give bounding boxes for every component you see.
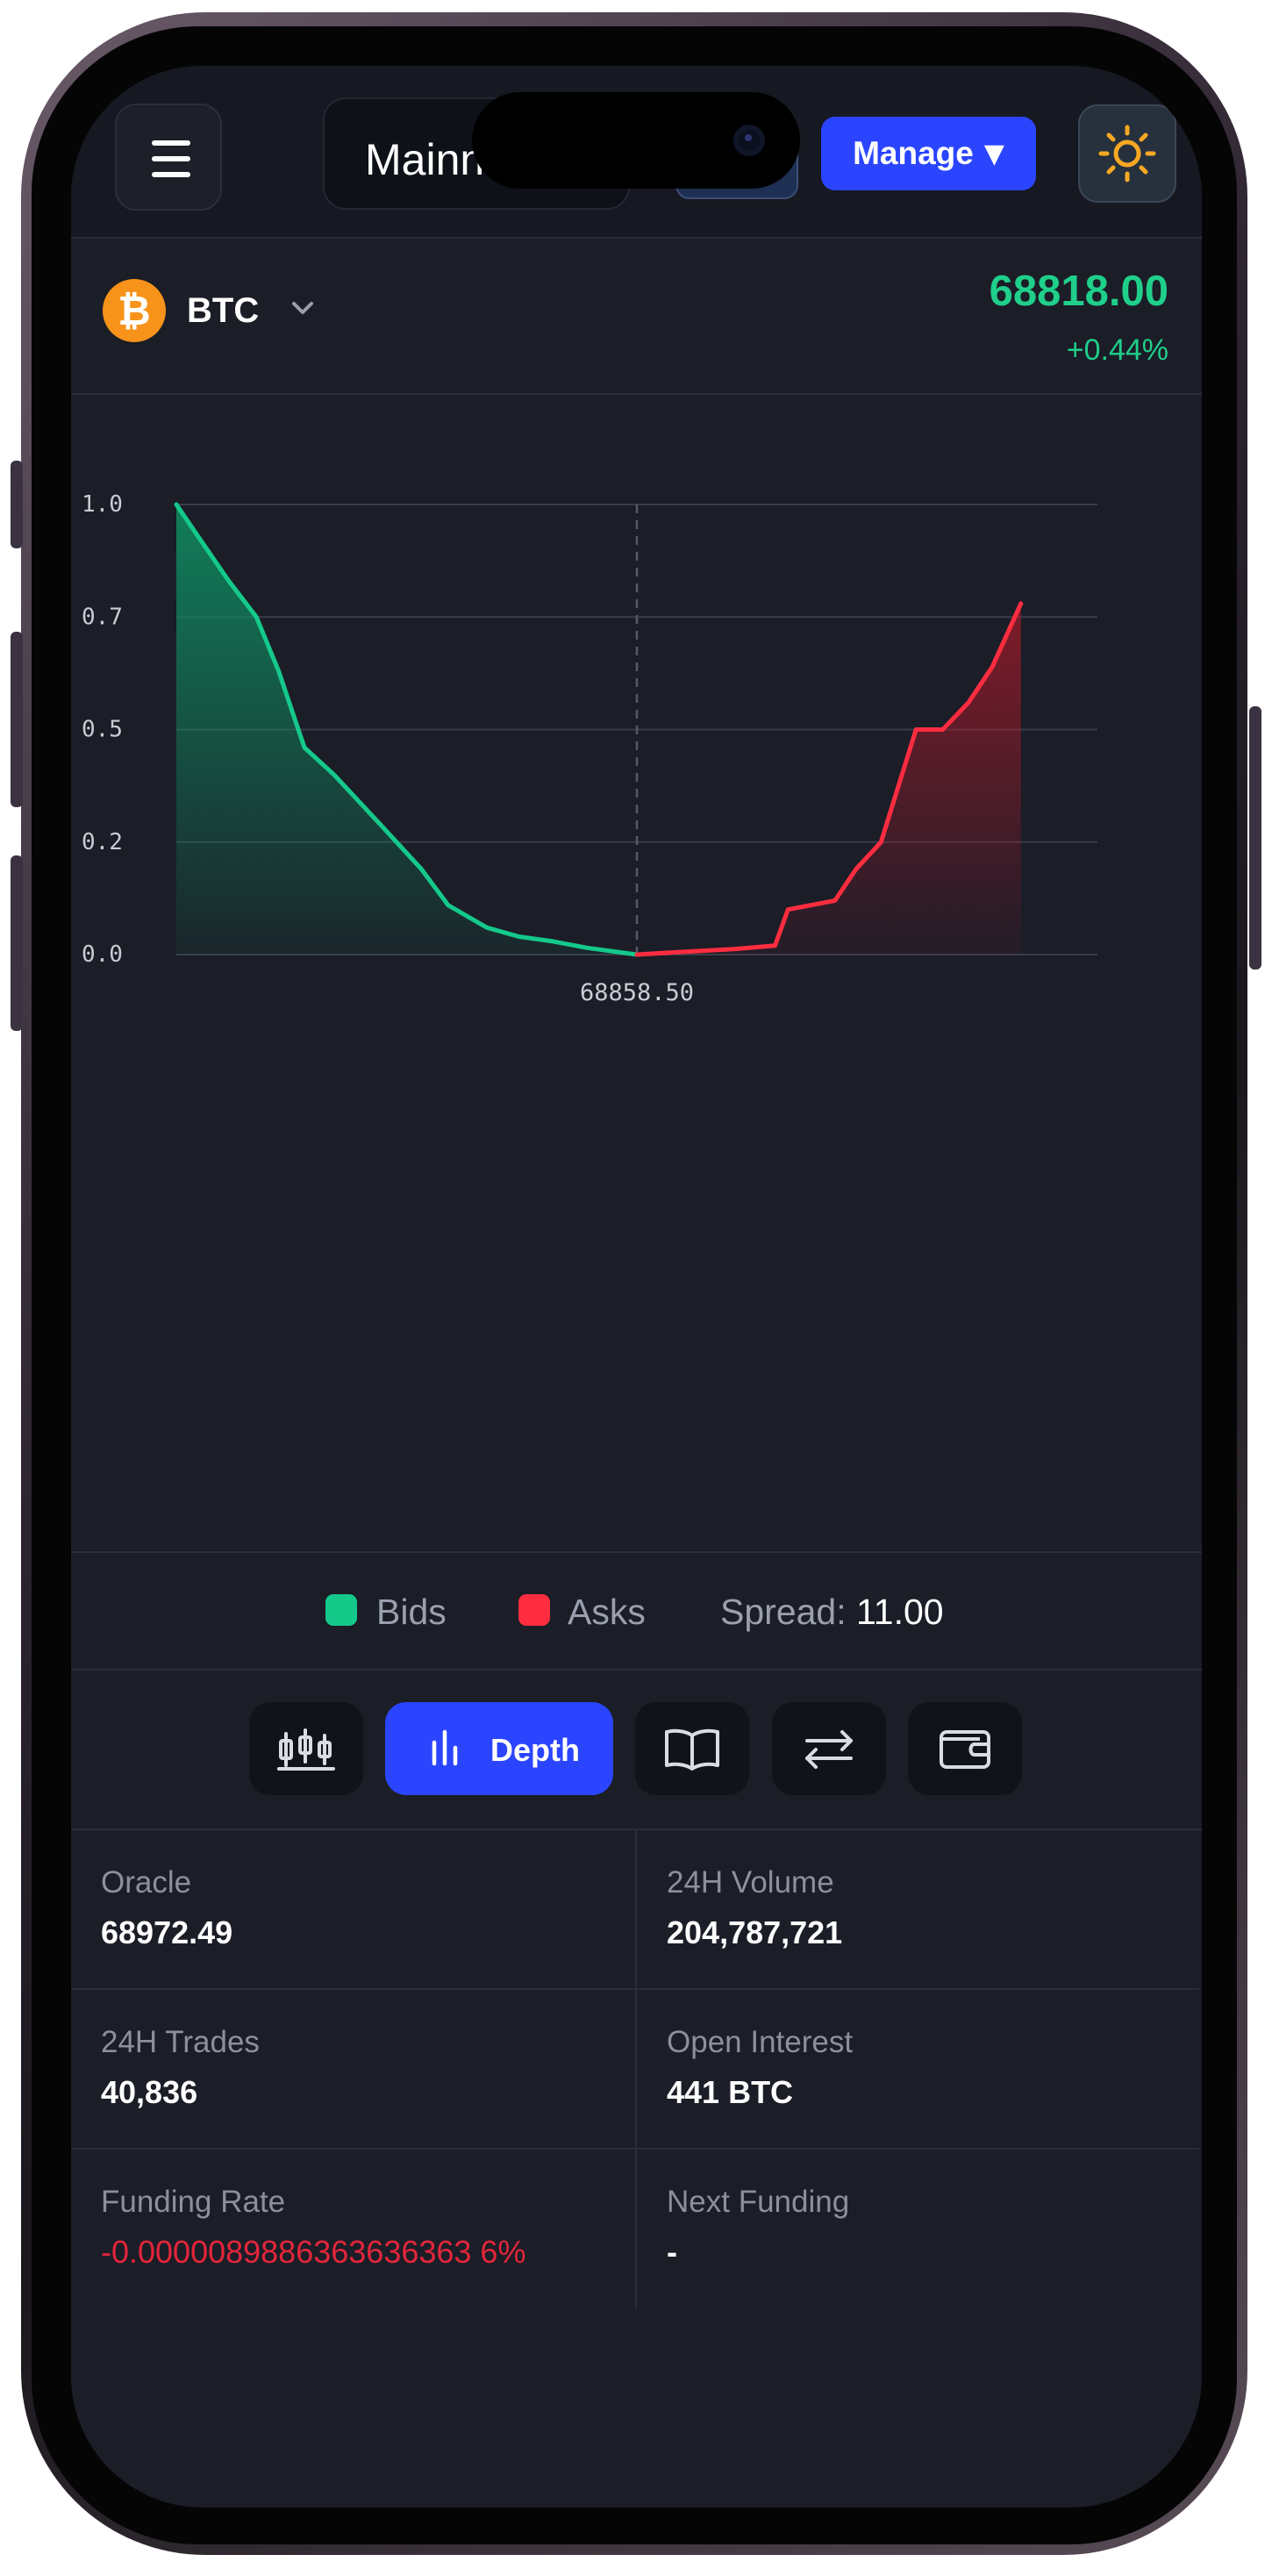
stat-value: -	[667, 2234, 677, 2270]
y-tick-label: 0.5	[82, 717, 123, 743]
asks-area	[637, 603, 1021, 955]
hamburger-icon-bar	[152, 156, 190, 161]
volume-up-button	[11, 632, 23, 807]
stat-oracle: Oracle 68972.49	[71, 1830, 635, 1990]
view-tabs: Depth	[71, 1671, 1202, 1830]
stat-value: 441 BTC	[667, 2074, 794, 2110]
power-button	[1249, 706, 1261, 970]
manage-label: Manage	[853, 135, 974, 171]
bar-chart-icon	[432, 1729, 458, 1766]
app-screen: Mainnet Manage ▼ ₿ BTC 68818.00	[71, 66, 1202, 2508]
chevron-down-icon[interactable]	[282, 286, 324, 328]
hamburger-icon-bar	[152, 172, 190, 177]
volume-down-button	[11, 855, 23, 1031]
front-camera	[733, 125, 765, 156]
stat-next-funding: Next Funding -	[635, 2150, 1199, 2309]
spread-title: Spread:	[720, 1592, 847, 1632]
y-tick-label: 1.0	[82, 491, 123, 518]
y-tick-label: 0.7	[82, 604, 123, 630]
y-tick-label: 0.0	[82, 941, 123, 968]
menu-button[interactable]	[115, 104, 222, 211]
depth-chart: 1.0 0.7 0.5 0.2 0.0 68858.50	[71, 395, 1202, 1006]
stat-value: 40,836	[101, 2074, 198, 2110]
asks-swatch	[518, 1594, 550, 1626]
action-button	[11, 461, 23, 548]
theme-toggle-button[interactable]	[1078, 104, 1176, 203]
depth-legend: Bids Asks Spread: 11.00	[71, 1551, 1202, 1671]
tab-wallet[interactable]	[908, 1702, 1022, 1795]
candles-icon	[277, 1728, 335, 1771]
tab-trades[interactable]	[772, 1702, 886, 1795]
mid-price-label: 68858.50	[580, 979, 694, 1006]
stat-label: Funding Rate	[101, 2185, 286, 2219]
price-change: +0.44%	[1066, 333, 1168, 367]
sun-icon	[1098, 125, 1156, 182]
depth-chart-svg: 1.0 0.7 0.5 0.2 0.0 68858.50	[82, 491, 1097, 1006]
caret-down-icon: ▼	[983, 138, 1004, 169]
market-symbol[interactable]: BTC	[187, 291, 260, 330]
stat-label: 24H Volume	[667, 1865, 834, 1900]
book-icon	[665, 1728, 719, 1771]
spread-label: Spread: 11.00	[720, 1592, 944, 1633]
stat-24h-volume: 24H Volume 204,787,721	[635, 1830, 1199, 1990]
stat-value: 68972.49	[101, 1914, 233, 1950]
bids-area	[176, 504, 637, 955]
swap-icon	[805, 1730, 853, 1769]
manage-button[interactable]: Manage ▼	[821, 117, 1036, 190]
stat-label: Oracle	[101, 1865, 192, 1900]
tab-candles[interactable]	[249, 1702, 363, 1795]
y-tick-label: 0.2	[82, 829, 123, 855]
bids-swatch	[325, 1594, 357, 1626]
stat-24h-trades: 24H Trades 40,836	[71, 1990, 635, 2150]
bitcoin-icon: ₿	[103, 279, 166, 342]
stat-open-interest: Open Interest 441 BTC	[635, 1990, 1199, 2150]
bids-label: Bids	[376, 1592, 447, 1632]
spread-value: 11.00	[856, 1592, 944, 1632]
market-ticker: ₿ BTC 68818.00 +0.44%	[71, 237, 1202, 395]
stat-value: -0.0000089886363636363 6%	[101, 2234, 526, 2270]
stat-label: 24H Trades	[101, 2025, 260, 2059]
chart-empty-space	[71, 946, 1202, 1551]
tab-orderbook[interactable]	[635, 1702, 749, 1795]
wallet-icon	[940, 1730, 990, 1769]
tab-depth[interactable]: Depth	[385, 1702, 613, 1795]
hamburger-icon	[152, 140, 190, 146]
last-price: 68818.00	[989, 268, 1168, 315]
stat-funding-rate: Funding Rate -0.0000089886363636363 6%	[71, 2150, 635, 2309]
stat-value: 204,787,721	[667, 1914, 843, 1950]
bids-line	[174, 502, 640, 957]
asks-line	[634, 601, 1024, 957]
market-stats: Oracle 68972.49 24H Volume 204,787,721 2…	[71, 1830, 1202, 2508]
asks-label: Asks	[568, 1592, 646, 1632]
stat-label: Next Funding	[667, 2185, 850, 2219]
tab-depth-label: Depth	[490, 1732, 580, 1768]
stat-label: Open Interest	[667, 2025, 854, 2059]
